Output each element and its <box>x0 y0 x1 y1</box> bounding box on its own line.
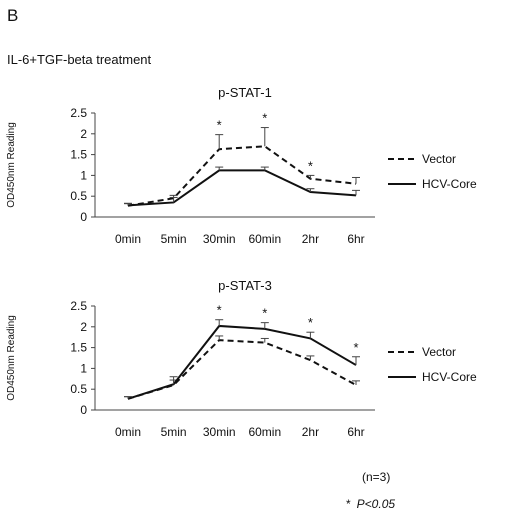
y-tick-label: 1.5 <box>70 341 87 355</box>
y-tick-label: 2.5 <box>70 299 87 313</box>
legend-label: HCV-Core <box>422 370 477 384</box>
y-tick-label: 0.5 <box>70 382 87 396</box>
significance-marker: * <box>308 315 313 330</box>
y-tick-label: 0 <box>80 210 87 224</box>
y-tick-label: 2 <box>80 127 87 141</box>
y-tick-label: 1 <box>80 168 87 182</box>
x-tick-label: 30min <box>203 425 236 438</box>
y-tick-label: 2.5 <box>70 106 87 120</box>
x-tick-label: 60min <box>248 232 281 245</box>
chart-title: p-STAT-3 <box>218 278 272 293</box>
y-tick-label: 1 <box>80 361 87 375</box>
sample-size-note: (n=3) <box>362 470 391 484</box>
y-axis-label: OD450nm Reading <box>6 315 17 401</box>
significance-marker: * <box>353 340 358 355</box>
y-tick-label: 1.5 <box>70 148 87 162</box>
significance-marker: * <box>262 306 267 321</box>
y-tick-label: 2 <box>80 320 87 334</box>
x-tick-label: 0min <box>115 232 141 245</box>
series-line-hcv-core <box>127 324 357 400</box>
x-tick-label: 2hr <box>302 425 319 438</box>
significance-star: * <box>346 497 351 511</box>
x-tick-label: 30min <box>203 232 236 245</box>
series-line-vector <box>127 145 357 207</box>
significance-note: * P<0.05 <box>346 497 395 511</box>
series-line-vector <box>127 339 357 400</box>
x-tick-label: 5min <box>161 425 187 438</box>
x-tick-label: 6hr <box>347 232 364 245</box>
x-tick-label: 6hr <box>347 425 364 438</box>
treatment-label: IL-6+TGF-beta treatment <box>7 52 152 67</box>
y-axis-label: OD450nm Reading <box>6 122 17 208</box>
x-tick-label: 2hr <box>302 232 319 245</box>
x-tick-label: 60min <box>248 425 281 438</box>
y-tick-label: 0 <box>80 403 87 417</box>
chart-p-stat-1: p-STAT-1 OD450nm Reading 0 0.5 1 1.5 2 2.5 0min 5… <box>6 85 477 245</box>
significance-marker: * <box>217 118 222 133</box>
series-line-hcv-core <box>127 169 357 207</box>
legend-label: Vector <box>422 152 456 166</box>
legend-label: Vector <box>422 345 456 359</box>
x-tick-label: 5min <box>161 232 187 245</box>
significance-threshold: P<0.05 <box>356 497 396 511</box>
chart-title: p-STAT-1 <box>218 85 272 100</box>
legend-label: HCV-Core <box>422 177 477 191</box>
y-tick-label: 0.5 <box>70 189 87 203</box>
significance-marker: * <box>217 303 222 318</box>
panel-letter: B <box>7 6 19 25</box>
significance-marker: * <box>262 111 267 126</box>
chart-p-stat-3: p-STAT-3 OD450nm Reading 0 0.5 1 1.5 2 2.5 0min 5… <box>6 278 477 438</box>
significance-marker: * <box>308 158 313 173</box>
x-tick-label: 0min <box>115 425 141 438</box>
